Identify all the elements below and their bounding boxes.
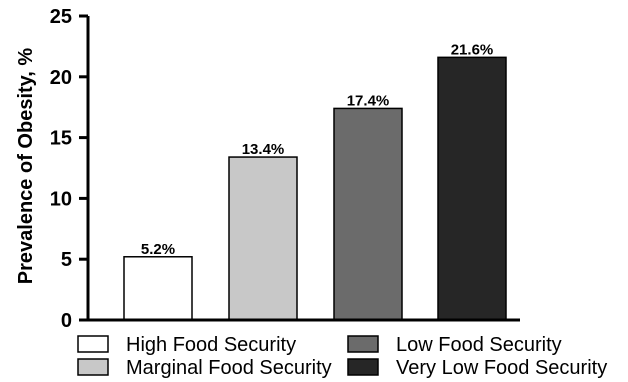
y-axis-label: Prevalence of Obesity, % — [15, 48, 37, 285]
y-axis: 0 5 10 15 20 25 — [50, 6, 90, 332]
legend-label: Low Food Security — [396, 334, 562, 356]
legend-label: Very Low Food Security — [396, 357, 607, 379]
y-tick-label: 5 — [61, 249, 72, 271]
bar-marginal-food-security — [228, 156, 298, 321]
data-label: 5.2% — [141, 241, 175, 258]
data-label: 17.4% — [347, 92, 390, 109]
data-label: 21.6% — [451, 41, 494, 58]
legend-label: High Food Security — [126, 334, 296, 356]
y-tick-label: 0 — [61, 310, 72, 332]
legend: High Food Security Low Food Security Margi… — [77, 334, 607, 379]
legend-label: Marginal Food Security — [126, 357, 332, 379]
y-tick-label: 25 — [50, 6, 72, 28]
legend-swatch — [347, 335, 379, 353]
legend-swatch — [77, 358, 109, 376]
y-tick-label: 10 — [50, 188, 72, 210]
bar-high-food-security — [123, 256, 193, 321]
legend-swatch — [77, 335, 109, 353]
bar-very-low-food-security — [437, 56, 507, 321]
bars — [86, 56, 520, 322]
y-tick-label: 15 — [50, 128, 72, 150]
data-labels: 5.2% 13.4% 17.4% 21.6% — [141, 41, 493, 257]
y-tick-label: 20 — [50, 67, 72, 89]
data-label: 13.4% — [242, 141, 285, 158]
bar-low-food-security — [333, 107, 403, 321]
legend-swatch — [347, 358, 379, 376]
